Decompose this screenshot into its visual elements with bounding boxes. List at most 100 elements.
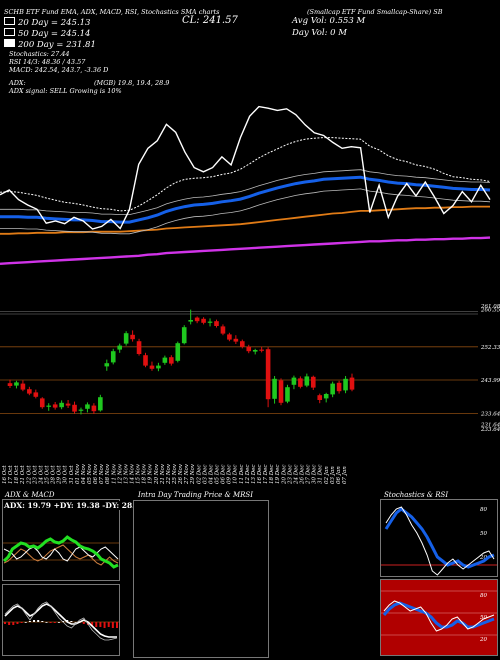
macd-histogram-bar — [91, 622, 94, 626]
ema20-legend: 20 Day = 245.13 — [4, 17, 90, 28]
ema50-legend: 50 Day = 245.14 — [4, 28, 90, 39]
candle-body — [265, 349, 271, 400]
candle-body — [291, 377, 297, 385]
date-axis-label: 12 Nov — [117, 463, 123, 484]
date-axis-label: 15 Nov — [136, 463, 142, 484]
price-chart: 261.08260.55252.33243.99233.64231.64233.… — [0, 105, 500, 486]
date-axis-label: 06 Dec — [221, 465, 227, 485]
date-axis-label: 22 Oct — [26, 465, 32, 485]
date-axis-label: 11 Dec — [239, 465, 245, 485]
candle-body — [175, 343, 181, 361]
rsi-line — [383, 600, 495, 632]
candle-body — [272, 378, 277, 399]
rsi-panel: 80 50 20 — [380, 579, 498, 656]
ema50-swatch — [4, 28, 15, 36]
rsi-tick-label: 20 — [479, 637, 487, 643]
date-axis-label: 05 Nov — [87, 463, 93, 484]
adx-panel-frame — [2, 499, 120, 581]
candle-body — [72, 404, 77, 412]
macd-histogram-bar — [103, 622, 106, 628]
date-axis-label: 14 Nov — [130, 463, 136, 484]
candle-body — [65, 403, 71, 406]
intraday-panel — [133, 500, 269, 658]
intraday-title: Intra Day Trading Price & MRSI — [138, 491, 253, 499]
avg-volume: Avg Vol: 0.553 M — [292, 16, 366, 26]
macd-histogram-bar — [99, 622, 102, 627]
date-axis-label: 10 Dec — [233, 465, 239, 485]
date-axis-label: 17 Dec — [263, 465, 269, 485]
candle-body — [259, 349, 264, 351]
macd-histogram-bar — [53, 622, 56, 623]
date-axis-label: 05 Dec — [215, 465, 221, 485]
candle-body — [104, 363, 110, 367]
candle-body — [156, 365, 161, 369]
candle-body — [7, 383, 13, 386]
date-axis-label: 30 Oct — [63, 465, 69, 484]
date-axis-label: 21 Oct — [20, 465, 26, 485]
candle-body — [227, 334, 232, 340]
price-axis-label: 260.55 — [480, 308, 500, 314]
macd-histogram-bar — [57, 622, 60, 623]
ema200-swatch — [4, 39, 15, 47]
rsi-readout: RSI 14/3: 48.36 / 43.57 — [9, 58, 86, 66]
candle-body — [110, 351, 116, 363]
date-axis-label: 03 Dec — [202, 465, 208, 485]
stochastics-readout: Stochastics: 27.44 — [9, 50, 70, 58]
date-axis-label: 02 Jan — [324, 466, 330, 484]
candle-body — [310, 376, 316, 388]
date-axis-label: 16 Oct — [2, 465, 8, 484]
candle-body — [220, 326, 226, 334]
date-axis-label: 31 Dec — [318, 465, 324, 485]
candle-body — [181, 327, 187, 344]
adx-panel — [2, 499, 120, 581]
candle-body — [252, 350, 258, 352]
date-axis-label: 13 Nov — [123, 463, 129, 484]
candle-body — [214, 321, 219, 326]
macd-histogram-bar — [49, 622, 52, 623]
macd-histogram-bar — [45, 622, 48, 623]
date-axis-label: 20 Dec — [281, 465, 287, 486]
price-axis-label: 252.33 — [480, 345, 500, 351]
close-price: CL: 241.57 — [182, 15, 238, 26]
trend-line — [0, 236, 491, 265]
candle-body — [136, 341, 142, 354]
ema50-band-upper — [0, 169, 491, 216]
candle-body — [149, 365, 155, 369]
macd-histogram-bar — [116, 622, 118, 628]
ema50-line — [0, 175, 491, 224]
candle-body — [298, 378, 303, 387]
candle-body — [33, 392, 39, 397]
candle-body — [130, 334, 135, 340]
macd-histogram-bar — [16, 622, 19, 624]
macd-histogram-bar — [20, 622, 23, 623]
date-axis-label: 28 Oct — [51, 465, 57, 485]
candle-body — [20, 383, 26, 390]
candle-body — [162, 357, 168, 363]
candle-body — [98, 397, 103, 411]
candle-body — [85, 404, 90, 409]
macd-histogram-bar — [33, 620, 36, 622]
macd-histogram-bar — [4, 622, 6, 624]
date-axis-label: 26 Nov — [178, 463, 184, 485]
candle-body — [304, 376, 310, 386]
candle-body — [285, 387, 290, 402]
macd-histogram-bar — [41, 621, 44, 622]
candle-body — [201, 318, 206, 323]
date-axis-label: 02 Dec — [196, 465, 202, 485]
date-axis-label: 24 Dec — [293, 465, 299, 486]
macd-panel — [2, 584, 120, 656]
stoch-k-line — [385, 506, 495, 576]
close-trace-line — [0, 105, 491, 230]
date-axis-label: 09 Dec — [227, 465, 233, 485]
date-axis-label: 24 Oct — [38, 465, 44, 485]
adx-di-minus-line — [3, 544, 119, 566]
candle-body — [91, 405, 97, 412]
date-axis-label: 31 Oct — [69, 465, 75, 484]
date-axis-label: 16 Dec — [257, 465, 263, 485]
ema50-band-lower — [0, 188, 491, 235]
macd-histogram-bar — [107, 622, 110, 627]
candle-body — [143, 355, 148, 366]
day-volume: Day Vol: 0 M — [292, 28, 347, 38]
price-axis-label: 233.64 — [480, 412, 500, 418]
adx-values: (MGB) 19.8, 19.4, 28.9 — [94, 79, 170, 87]
